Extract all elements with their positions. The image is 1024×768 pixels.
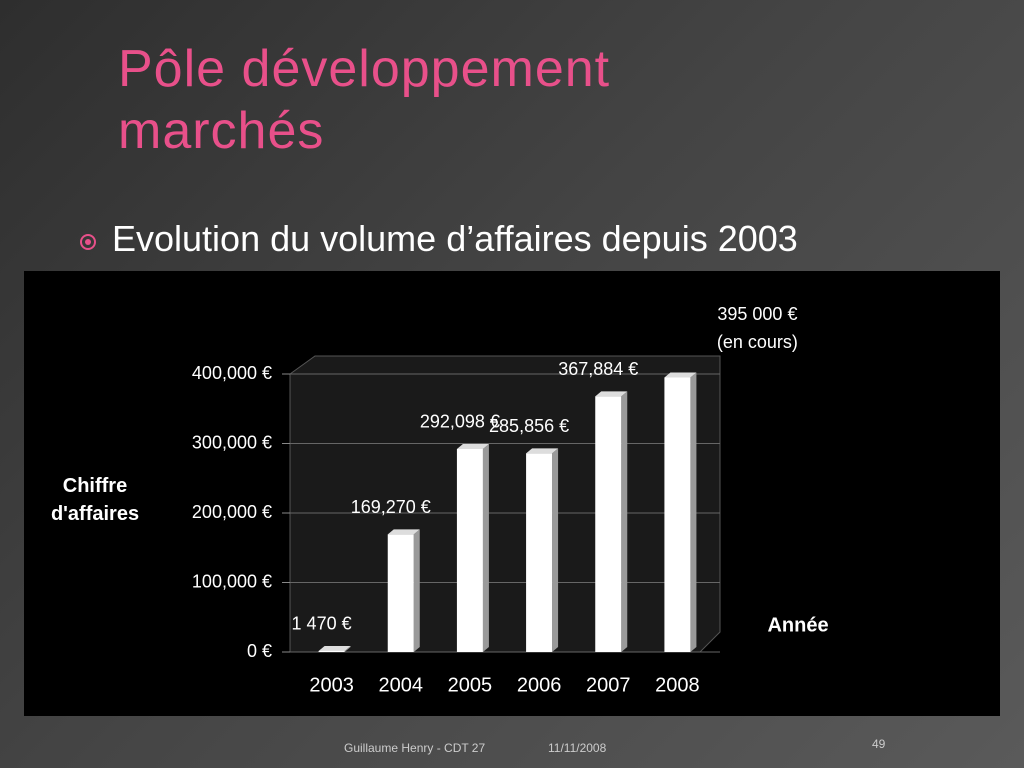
x-axis-label: Année <box>767 614 828 636</box>
footer-author: Guillaume Henry - CDT 27 <box>344 741 486 755</box>
x-tick-label: 2005 <box>448 674 493 696</box>
bar-side <box>690 372 697 652</box>
value-label: 367,884 € <box>558 359 638 379</box>
bullet-text: Evolution du volume d’affaires depuis 20… <box>112 218 798 259</box>
bar <box>456 448 483 652</box>
y-tick-label: 200,000 € <box>192 502 272 522</box>
value-label: 1 470 € <box>292 614 352 634</box>
y-tick-label: 100,000 € <box>192 571 272 591</box>
footer-date: 11/11/2008 <box>548 741 607 755</box>
x-tick-label: 2004 <box>379 674 424 696</box>
annotation: (en cours) <box>717 332 798 352</box>
bar <box>595 396 622 652</box>
bar <box>526 453 553 652</box>
y-tick-label: 300,000 € <box>192 432 272 452</box>
slide-title: Pôle développement marchés <box>118 40 611 160</box>
value-label: 169,270 € <box>351 497 431 517</box>
value-label: 395 000 € <box>717 304 797 324</box>
y-tick-label: 0 € <box>247 641 272 661</box>
bar-top <box>456 443 489 449</box>
bar-top <box>664 372 697 378</box>
bar <box>387 534 414 652</box>
y-tick-label: 400,000 € <box>192 363 272 383</box>
value-label: 285,856 € <box>489 416 569 436</box>
bar-side <box>482 443 489 652</box>
bar-side <box>344 645 351 652</box>
bar-top <box>595 391 628 397</box>
bar-top <box>526 448 559 454</box>
bar <box>664 377 691 652</box>
bar-side <box>413 529 420 652</box>
x-tick-label: 2006 <box>517 674 562 696</box>
bar <box>318 650 345 652</box>
bar-top <box>387 529 420 535</box>
bar-side <box>621 391 628 652</box>
bar-top <box>318 645 351 651</box>
value-label: 292,098 € <box>420 412 500 432</box>
y-axis-label: Chiffre d'affaires <box>50 475 140 525</box>
x-tick-label: 2003 <box>309 674 354 696</box>
x-tick-label: 2008 <box>655 674 700 696</box>
bullet-icon <box>80 234 96 250</box>
bar-side <box>552 448 559 652</box>
x-tick-label: 2007 <box>586 674 631 696</box>
page-number: 49 <box>872 737 886 751</box>
